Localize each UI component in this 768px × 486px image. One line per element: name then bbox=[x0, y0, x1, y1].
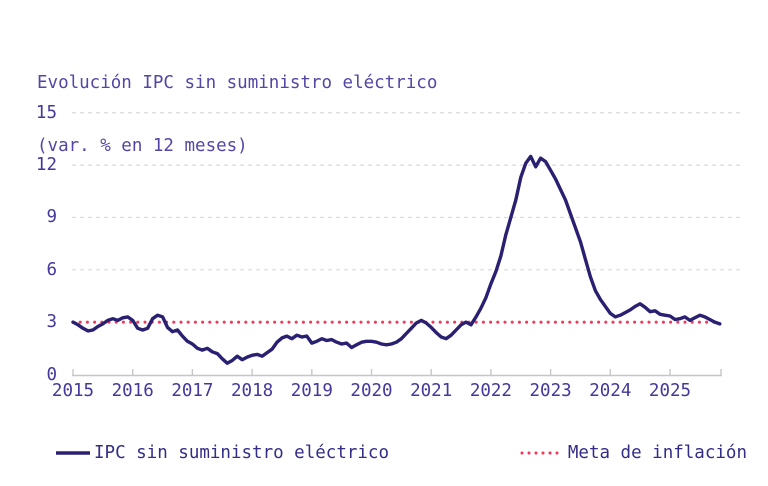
y-axis-label: 12 bbox=[35, 155, 57, 176]
chart-title-line1: Evolución IPC sin suministro eléctrico bbox=[37, 73, 438, 93]
y-axis-label: 6 bbox=[46, 259, 57, 280]
y-axis-label: 9 bbox=[46, 207, 57, 228]
x-axis-label: 2023 bbox=[529, 381, 572, 401]
legend-item-ipc: IPC sin suministro eléctrico bbox=[55, 443, 389, 463]
x-axis-label: 2020 bbox=[350, 381, 393, 401]
ipc-series-line bbox=[71, 154, 722, 365]
x-axis-label: 2015 bbox=[51, 381, 95, 401]
legend-label-meta: Meta de inflación bbox=[567, 443, 747, 463]
chart-subtitle: (var. % en 12 meses) bbox=[37, 136, 248, 156]
x-axis-label: 2024 bbox=[589, 381, 632, 401]
x-axis-label: 2025 bbox=[648, 381, 692, 401]
dotted-line-swatch-icon bbox=[520, 451, 565, 455]
chart-title: Evolución IPC sin suministro eléctrico (… bbox=[37, 31, 437, 199]
y-axis-label: 15 bbox=[35, 102, 57, 123]
legend-item-meta: Meta de inflación bbox=[519, 443, 747, 463]
x-axis-label: 2016 bbox=[111, 381, 154, 401]
x-axis-label: 2021 bbox=[410, 381, 453, 401]
x-axis-label: 2018 bbox=[231, 381, 274, 401]
y-axis-label: 0 bbox=[46, 364, 57, 385]
legend-label-ipc: IPC sin suministro eléctrico bbox=[94, 443, 390, 463]
solid-line-swatch-icon bbox=[56, 451, 90, 455]
y-axis-label: 3 bbox=[46, 312, 57, 333]
x-axis-label: 2022 bbox=[469, 381, 512, 401]
chart-legend: IPC sin suministro eléctrico Meta de inf… bbox=[55, 443, 747, 463]
x-axis-label: 2019 bbox=[290, 381, 333, 401]
x-axis-label: 2017 bbox=[171, 381, 214, 401]
